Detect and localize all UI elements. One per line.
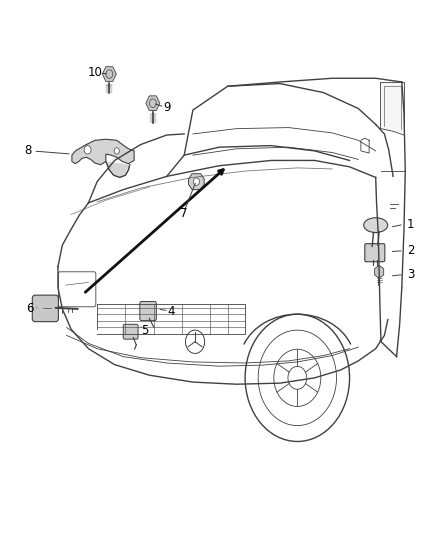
Polygon shape xyxy=(380,82,404,131)
Text: 4: 4 xyxy=(167,305,175,318)
Polygon shape xyxy=(106,161,130,177)
Text: 5: 5 xyxy=(141,324,148,337)
FancyBboxPatch shape xyxy=(32,295,58,321)
Circle shape xyxy=(193,178,199,185)
FancyBboxPatch shape xyxy=(365,244,385,262)
Text: 1: 1 xyxy=(407,217,414,231)
Text: 7: 7 xyxy=(180,207,188,220)
Circle shape xyxy=(84,146,91,154)
FancyBboxPatch shape xyxy=(140,302,156,320)
FancyBboxPatch shape xyxy=(123,324,138,339)
Text: 9: 9 xyxy=(163,101,170,114)
Text: 10: 10 xyxy=(88,67,102,79)
Text: 6: 6 xyxy=(26,302,33,316)
Text: 3: 3 xyxy=(407,268,414,281)
Polygon shape xyxy=(188,174,204,190)
Text: 2: 2 xyxy=(407,244,414,257)
Text: 8: 8 xyxy=(25,144,32,157)
FancyBboxPatch shape xyxy=(368,244,381,254)
Ellipse shape xyxy=(364,217,388,232)
Polygon shape xyxy=(72,139,134,165)
Circle shape xyxy=(114,148,119,154)
